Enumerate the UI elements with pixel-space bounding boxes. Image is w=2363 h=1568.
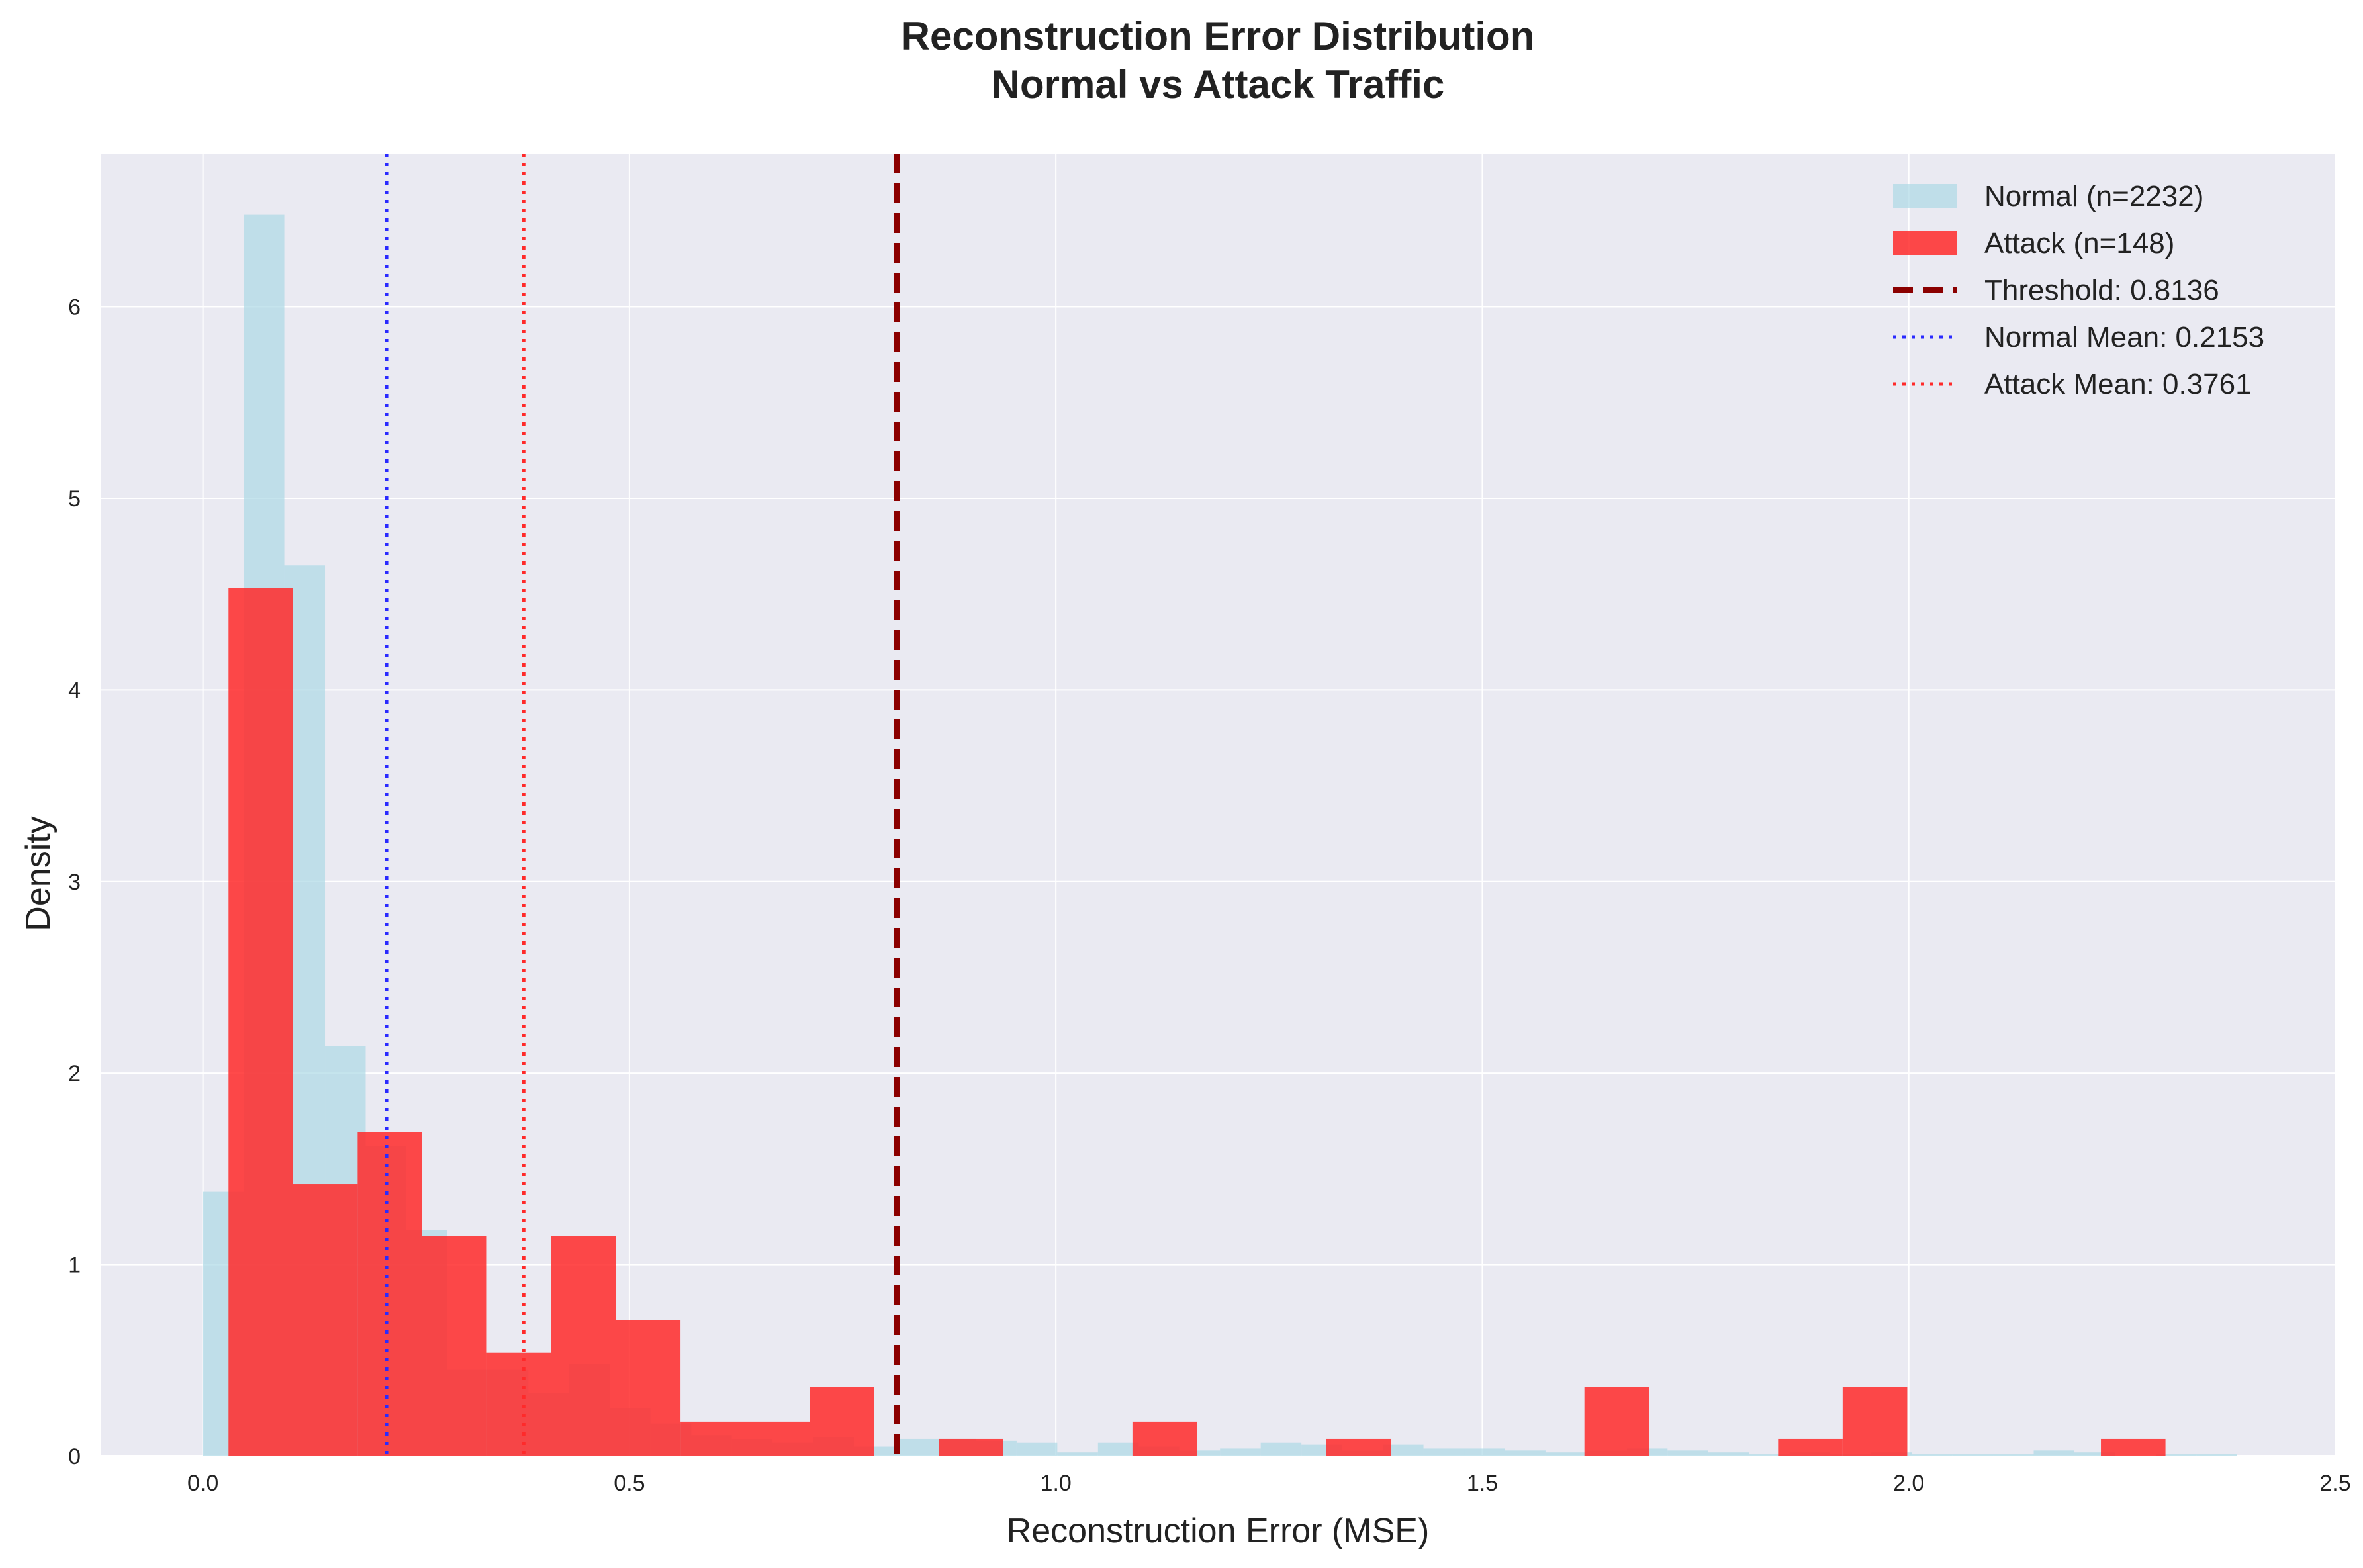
- attack-bar-0: [228, 588, 293, 1456]
- x-tick-label-2: 1.0: [1041, 1471, 1072, 1496]
- normal-bar-24: [1179, 1450, 1221, 1456]
- normal-bar-46: [2074, 1452, 2115, 1456]
- x-tick-label-5: 2.5: [2319, 1471, 2350, 1496]
- normal-bar-32: [1505, 1450, 1546, 1456]
- attack-bar-5: [551, 1236, 616, 1456]
- x-tick-label-4: 2.0: [1893, 1471, 1924, 1496]
- attack-bar-7: [680, 1421, 745, 1456]
- attack-bar-4: [486, 1352, 551, 1456]
- x-axis-label: Reconstruction Error (MSE): [1007, 1512, 1430, 1550]
- legend-label-2: Threshold: 0.8136: [1984, 274, 2219, 306]
- attack-bar-2: [357, 1132, 422, 1456]
- attack-bar-25: [1842, 1387, 1908, 1456]
- normal-bar-45: [2033, 1450, 2074, 1456]
- normal-bar-38: [1749, 1454, 1790, 1456]
- y-tick-label-5: 5: [68, 486, 81, 512]
- y-tick-label-6: 6: [68, 295, 81, 320]
- legend-label-3: Normal Mean: 0.2153: [1984, 321, 2264, 353]
- attack-bar-17: [1326, 1438, 1391, 1456]
- legend-label-4: Attack Mean: 0.3761: [1984, 368, 2252, 400]
- normal-bar-49: [2196, 1454, 2237, 1456]
- normal-bar-25: [1220, 1448, 1261, 1456]
- normal-bar-31: [1464, 1448, 1505, 1456]
- normal-bar-43: [1952, 1454, 1994, 1456]
- legend-label-1: Attack (n=148): [1984, 227, 2174, 259]
- legend-label-0: Normal (n=2232): [1984, 180, 2203, 212]
- attack-bar-9: [810, 1387, 874, 1456]
- x-tick-label-3: 1.5: [1467, 1471, 1498, 1496]
- x-axis-ticks: 0.0 0.5 1.0 1.5 2.0 2.5: [187, 1471, 2351, 1496]
- y-tick-label-1: 1: [68, 1253, 81, 1278]
- normal-bar-20: [1016, 1442, 1058, 1456]
- normal-bar-17: [894, 1438, 935, 1456]
- normal-bar-36: [1667, 1450, 1708, 1456]
- attack-bar-14: [1132, 1421, 1197, 1456]
- attack-bar-21: [1584, 1387, 1649, 1456]
- attack-bar-3: [422, 1236, 487, 1456]
- normal-bar-26: [1260, 1442, 1302, 1456]
- legend-swatch-0: [1893, 184, 1957, 208]
- normal-bar-42: [1912, 1454, 1953, 1456]
- x-tick-label-0: 0.0: [187, 1471, 218, 1496]
- attack-bar-8: [745, 1421, 810, 1456]
- y-axis-label: Density: [19, 816, 58, 931]
- normal-bar-30: [1423, 1448, 1465, 1456]
- attack-histogram: [228, 588, 2166, 1456]
- normal-bar-37: [1708, 1452, 1749, 1456]
- normal-bar-21: [1057, 1452, 1098, 1456]
- chart-title-line-1: Reconstruction Error Distribution: [902, 14, 1535, 58]
- attack-bar-1: [293, 1184, 358, 1456]
- normal-bar-22: [1097, 1442, 1139, 1456]
- x-tick-label-1: 0.5: [614, 1471, 645, 1496]
- attack-bar-24: [1778, 1438, 1843, 1456]
- legend-swatch-1: [1893, 231, 1957, 255]
- normal-bar-48: [2155, 1454, 2197, 1456]
- attack-bar-11: [939, 1438, 1003, 1456]
- normal-bar-44: [1993, 1454, 2034, 1456]
- normal-bar-33: [1545, 1452, 1587, 1456]
- attack-bar-29: [2101, 1438, 2166, 1456]
- y-axis-ticks: 0 1 2 3 4 5 6: [68, 295, 81, 1469]
- chart-title-line-2: Normal vs Attack Traffic: [992, 62, 1445, 107]
- normal-bar-29: [1383, 1444, 1424, 1456]
- reference-lines: [385, 154, 900, 1456]
- y-tick-label-2: 2: [68, 1061, 81, 1086]
- y-tick-label-4: 4: [68, 678, 81, 703]
- legend: Normal (n=2232) Attack (n=148) Threshold: …: [1893, 180, 2264, 400]
- y-tick-label-0: 0: [68, 1444, 81, 1469]
- y-tick-label-3: 3: [68, 870, 81, 895]
- attack-bar-6: [616, 1320, 681, 1456]
